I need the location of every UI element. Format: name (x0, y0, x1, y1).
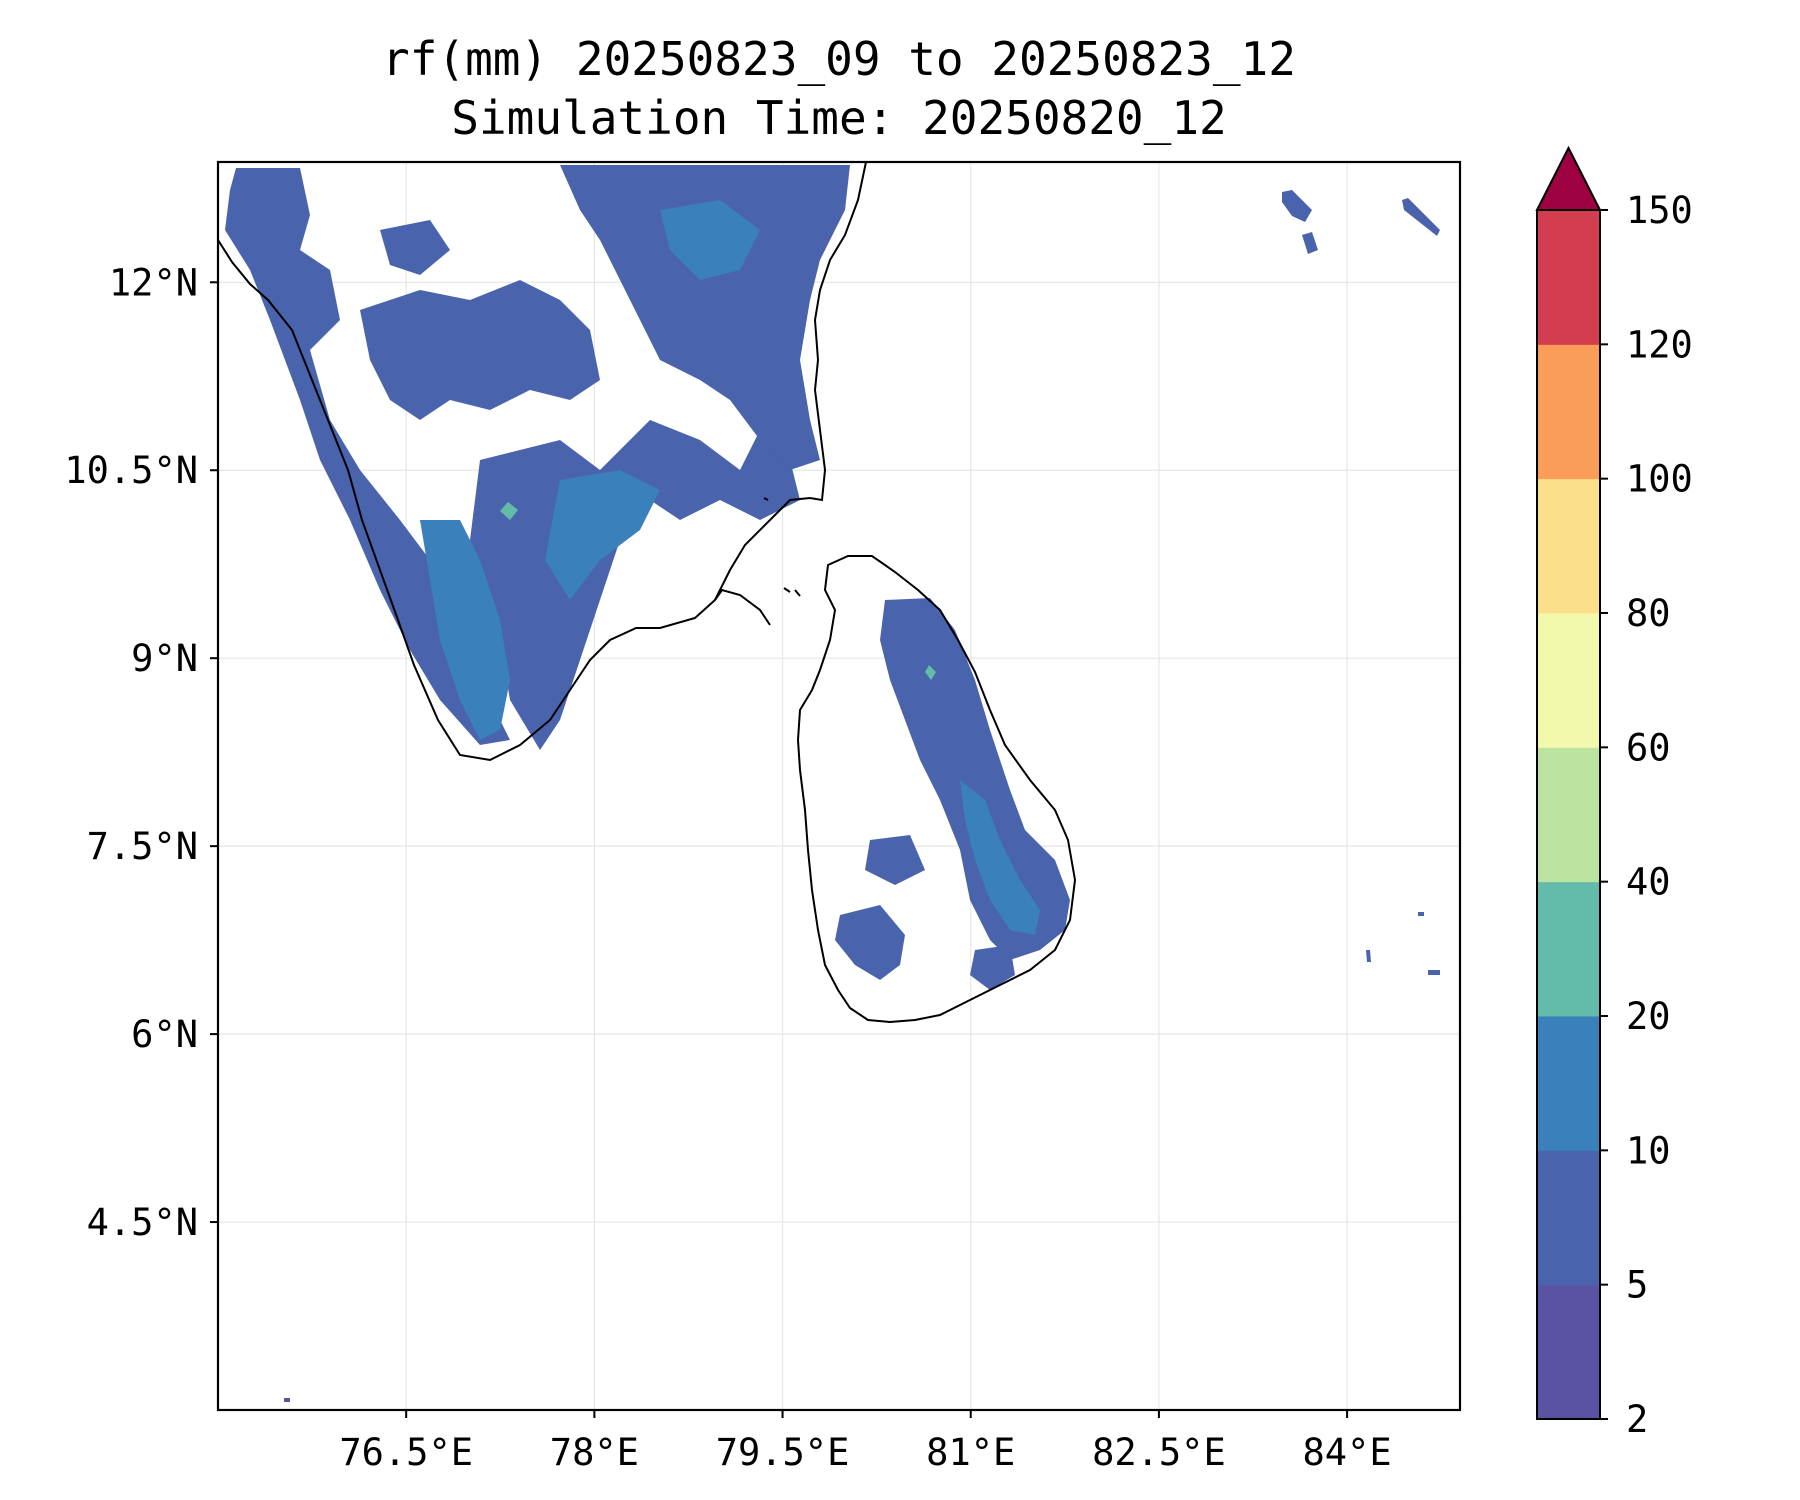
map-frame (216, 160, 1462, 1412)
colorbar-tick-label-6: 80 (1626, 592, 1671, 635)
colorbar-band-7 (1537, 344, 1600, 480)
colorbar-tick-label-8: 120 (1626, 323, 1693, 366)
lat-tick-label-2: 9°N (131, 637, 198, 680)
rain-cell-east-3 (1402, 198, 1440, 236)
rain-peak-sri-lanka (925, 665, 936, 680)
colorbar-band-2 (1537, 1016, 1600, 1151)
rain-core-interior (545, 470, 660, 600)
rain-region-sri-lanka-southwest (835, 905, 905, 980)
rain-peak-interior (500, 502, 518, 520)
lon-tick-label-4: 82.5°E (1092, 1431, 1226, 1474)
rain-region-sri-lanka-center (865, 835, 925, 885)
colorbar-band-3 (1537, 881, 1600, 1017)
colorbar-band-1 (1537, 1150, 1600, 1286)
rain-region-sri-lanka-south (970, 945, 1015, 990)
rain-core-south-india (420, 520, 510, 740)
colorbar-band-8 (1537, 210, 1600, 345)
title-line-1: rf(mm) 20250823_09 to 20250823_12 (382, 32, 1296, 86)
lat-tick-label-0: 12°N (109, 261, 198, 304)
rain-core-north (660, 200, 760, 280)
colorbar-tick-label-9: 150 (1626, 189, 1693, 232)
colorbar-band-6 (1537, 478, 1600, 614)
lat-tick-label-4: 6°N (131, 1013, 198, 1056)
coastline-india (218, 162, 867, 762)
colorbar-tick-label-7: 100 (1626, 458, 1693, 501)
lon-tick-label-3: 81°E (926, 1431, 1015, 1474)
colorbar-ticks: 2 5 10 20 40 60 80 100 120 150 (1600, 189, 1693, 1441)
colorbar-band-0 (1537, 1284, 1600, 1420)
rain-region-sri-lanka-east (880, 598, 1070, 960)
lat-tick-label-5: 4.5°N (87, 1201, 198, 1244)
rain-cell-east-4 (1366, 950, 1371, 962)
lon-tick-label-5: 84°E (1303, 1431, 1392, 1474)
map-panel: 76.5°E 78°E 79.5°E 81°E 82.5°E 84°E 12°N 10.5°N… (64, 160, 1462, 1474)
coastline-sri-lanka (796, 555, 1077, 1024)
lon-tick-label-1: 78°E (550, 1431, 639, 1474)
rain-cell-east-6 (1418, 912, 1424, 916)
colorbar-frame (1536, 209, 1601, 1420)
colorbar-band-5 (1537, 613, 1600, 748)
colorbar-tick-label-2: 10 (1626, 1129, 1671, 1172)
coastline-india-gulf (714, 588, 771, 626)
rain-cell-east-5 (1428, 970, 1440, 975)
colorbar-band-4 (1537, 747, 1600, 883)
colorbar-tick-label-3: 20 (1626, 995, 1671, 1038)
colorbar-bands (1537, 210, 1600, 1420)
coastline-islets (763, 497, 801, 597)
rain-core-sri-lanka (960, 780, 1040, 935)
lon-tick-label-2: 79.5°E (716, 1431, 850, 1474)
rain-region-north-east (560, 165, 850, 470)
colorbar-tick-label-0: 2 (1626, 1398, 1648, 1441)
colorbar-tick-label-5: 60 (1626, 726, 1671, 769)
lat-tick-label-1: 10.5°N (64, 449, 198, 492)
map-ticks: 76.5°E 78°E 79.5°E 81°E 82.5°E 84°E 12°N 10.5°N… (64, 261, 1391, 1474)
rain-cell-east-1 (1282, 190, 1312, 222)
lat-tick-label-3: 7.5°N (87, 825, 198, 868)
rainfall-field (218, 162, 1440, 1402)
colorbar: 2 5 10 20 40 60 80 100 120 150 (1535, 145, 1693, 1441)
rain-cell-east-2 (1302, 232, 1318, 254)
colorbar-tick-label-4: 40 (1626, 861, 1671, 904)
rain-region-north-central (360, 280, 600, 420)
colorbar-tick-label-1: 5 (1626, 1264, 1648, 1307)
colorbar-extend-triangle (1535, 145, 1602, 211)
lon-tick-label-0: 76.5°E (339, 1431, 473, 1474)
rain-region-north-small (380, 220, 450, 275)
rain-region-interior (470, 420, 800, 750)
title-line-2: Simulation Time: 20250820_12 (451, 91, 1226, 145)
rain-cell-southwest (284, 1398, 290, 1402)
